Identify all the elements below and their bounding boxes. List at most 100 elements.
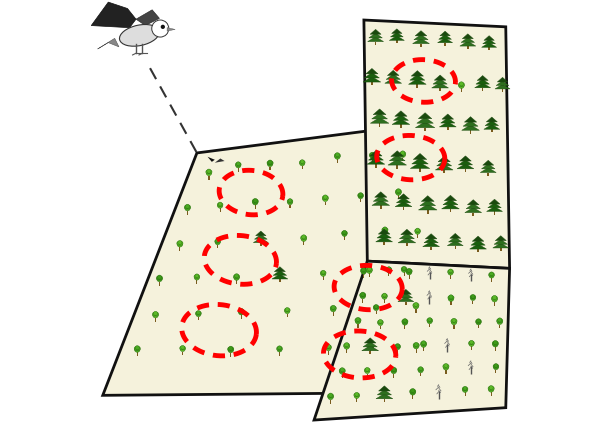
Circle shape — [218, 202, 222, 206]
Circle shape — [472, 295, 476, 299]
Circle shape — [180, 346, 185, 351]
Polygon shape — [499, 325, 500, 328]
Polygon shape — [379, 123, 380, 127]
Circle shape — [177, 241, 181, 245]
Circle shape — [370, 153, 375, 158]
Polygon shape — [369, 273, 370, 277]
Circle shape — [217, 239, 221, 243]
Circle shape — [236, 163, 241, 168]
Circle shape — [384, 228, 388, 232]
Polygon shape — [481, 164, 495, 169]
Circle shape — [448, 296, 454, 302]
Circle shape — [330, 306, 334, 310]
Circle shape — [427, 318, 431, 322]
Polygon shape — [398, 237, 416, 243]
Circle shape — [355, 318, 359, 322]
Polygon shape — [420, 373, 421, 377]
Circle shape — [490, 272, 494, 276]
Circle shape — [228, 347, 233, 353]
Circle shape — [206, 170, 210, 174]
Polygon shape — [289, 205, 290, 208]
Circle shape — [410, 389, 415, 393]
Polygon shape — [445, 43, 446, 46]
Polygon shape — [423, 242, 440, 247]
Polygon shape — [484, 36, 494, 40]
Polygon shape — [457, 164, 474, 169]
Circle shape — [406, 269, 412, 275]
Polygon shape — [465, 207, 482, 213]
Polygon shape — [410, 75, 425, 80]
Circle shape — [233, 275, 238, 279]
Polygon shape — [376, 237, 392, 242]
Circle shape — [463, 386, 467, 390]
Circle shape — [323, 195, 328, 199]
Polygon shape — [488, 47, 490, 50]
Polygon shape — [470, 244, 487, 249]
Circle shape — [420, 368, 424, 371]
Polygon shape — [371, 158, 373, 162]
Circle shape — [395, 343, 400, 348]
Circle shape — [417, 229, 421, 233]
Circle shape — [194, 275, 197, 279]
Circle shape — [395, 190, 401, 196]
Polygon shape — [388, 70, 399, 75]
Polygon shape — [487, 207, 503, 211]
Circle shape — [451, 319, 457, 325]
Circle shape — [230, 347, 234, 351]
Polygon shape — [376, 394, 393, 399]
Circle shape — [407, 268, 411, 273]
Circle shape — [497, 318, 502, 322]
Circle shape — [253, 199, 257, 203]
Polygon shape — [416, 349, 417, 353]
Circle shape — [155, 312, 158, 316]
Polygon shape — [366, 69, 378, 74]
Circle shape — [450, 296, 454, 299]
Circle shape — [388, 268, 392, 271]
Polygon shape — [370, 118, 389, 123]
Circle shape — [469, 341, 474, 346]
Circle shape — [470, 295, 476, 300]
Circle shape — [331, 305, 335, 309]
Polygon shape — [449, 237, 462, 242]
Polygon shape — [485, 121, 499, 126]
Polygon shape — [415, 122, 435, 128]
Polygon shape — [412, 158, 428, 164]
Polygon shape — [420, 43, 422, 47]
Polygon shape — [395, 201, 412, 207]
Circle shape — [386, 268, 392, 273]
Circle shape — [415, 229, 418, 233]
Circle shape — [220, 203, 223, 207]
Circle shape — [355, 392, 359, 396]
Circle shape — [158, 276, 163, 280]
Circle shape — [449, 295, 453, 299]
Circle shape — [239, 308, 244, 313]
Circle shape — [355, 318, 361, 324]
Circle shape — [181, 345, 185, 349]
Polygon shape — [401, 229, 413, 235]
Circle shape — [326, 344, 331, 348]
Polygon shape — [182, 351, 183, 355]
Circle shape — [227, 347, 232, 351]
Circle shape — [236, 162, 240, 166]
Circle shape — [287, 199, 291, 203]
Circle shape — [404, 320, 408, 323]
Polygon shape — [374, 192, 387, 197]
Polygon shape — [396, 40, 398, 43]
Polygon shape — [155, 318, 156, 322]
Circle shape — [325, 196, 328, 200]
Polygon shape — [478, 325, 479, 328]
Polygon shape — [363, 342, 377, 347]
Circle shape — [182, 346, 185, 350]
Polygon shape — [500, 248, 502, 251]
Polygon shape — [461, 89, 462, 92]
Circle shape — [493, 295, 497, 299]
Polygon shape — [377, 233, 391, 238]
Circle shape — [135, 345, 139, 350]
Polygon shape — [464, 392, 466, 396]
Circle shape — [478, 320, 481, 323]
Polygon shape — [404, 325, 406, 329]
Circle shape — [413, 343, 417, 347]
Circle shape — [367, 267, 371, 271]
Circle shape — [269, 161, 273, 165]
Circle shape — [217, 203, 223, 208]
